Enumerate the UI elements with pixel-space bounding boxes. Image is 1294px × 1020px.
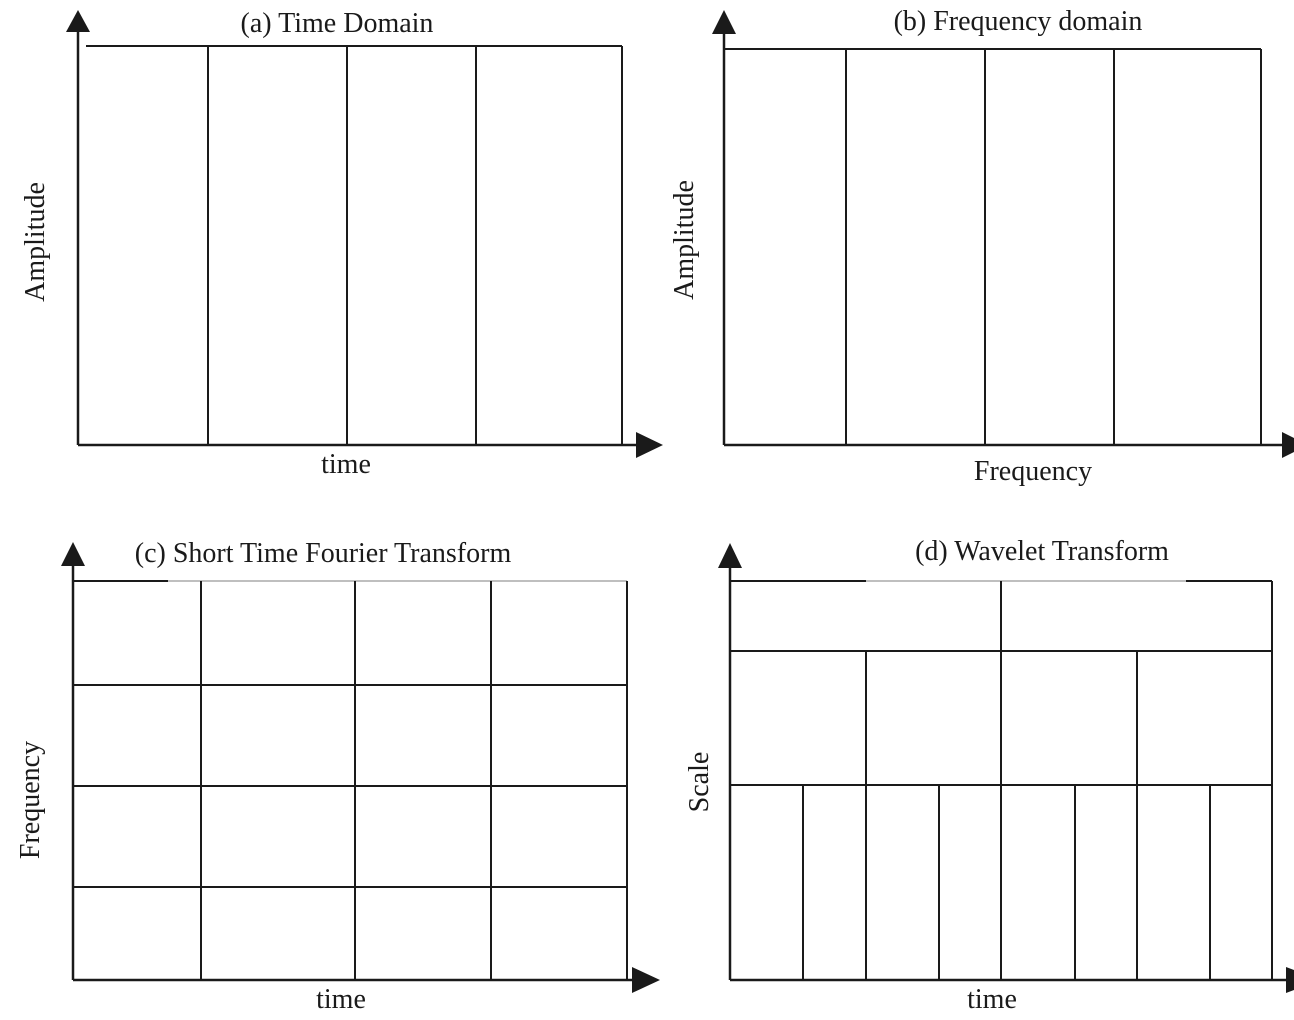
- panel-a-title: (a) Time Domain: [241, 8, 434, 39]
- panel-c-title: (c) Short Time Fourier Transform: [135, 538, 512, 569]
- panel-a-ylabel: Amplitude: [20, 182, 51, 302]
- panel-a-axes: [76, 30, 640, 447]
- panel-c-ylabel: Frequency: [15, 741, 46, 859]
- panel-a-xlabel: time: [321, 449, 371, 480]
- panel-b-xlabel: Frequency: [974, 456, 1092, 487]
- panel-a: (a) Time Domain time Amplitude: [20, 8, 663, 480]
- panel-d-x-arrow-icon: [1286, 967, 1294, 993]
- panel-d-y-arrow-icon: [718, 543, 742, 568]
- panel-b-tiles: [724, 48, 1262, 445]
- panel-d-ylabel: Scale: [684, 752, 715, 813]
- panel-a-y-arrow-icon: [66, 10, 90, 32]
- panel-b: (b) Frequency domain Frequency Amplitude: [669, 6, 1294, 487]
- panel-d: (d) Wavelet Transform time Scale: [684, 536, 1294, 1015]
- panel-c-y-arrow-icon: [61, 542, 85, 566]
- panel-b-title: (b) Frequency domain: [894, 6, 1143, 37]
- panel-b-x-arrow-icon: [1282, 432, 1294, 458]
- panel-b-ylabel: Amplitude: [669, 180, 700, 300]
- panel-d-axes: [728, 562, 1294, 982]
- panel-a-x-arrow-icon: [636, 432, 663, 458]
- panel-c-tiles: [73, 580, 628, 980]
- panel-d-xlabel: time: [967, 984, 1017, 1015]
- panel-d-tiles: [730, 580, 1273, 980]
- panel-d-title: (d) Wavelet Transform: [915, 536, 1169, 567]
- panel-c: (c) Short Time Fourier Transform time Fr…: [15, 538, 660, 1015]
- panel-a-tiles: [86, 45, 623, 445]
- panel-c-x-arrow-icon: [632, 967, 660, 993]
- panel-b-axes: [722, 32, 1285, 447]
- panel-c-xlabel: time: [316, 984, 366, 1015]
- panel-b-y-arrow-icon: [712, 10, 736, 34]
